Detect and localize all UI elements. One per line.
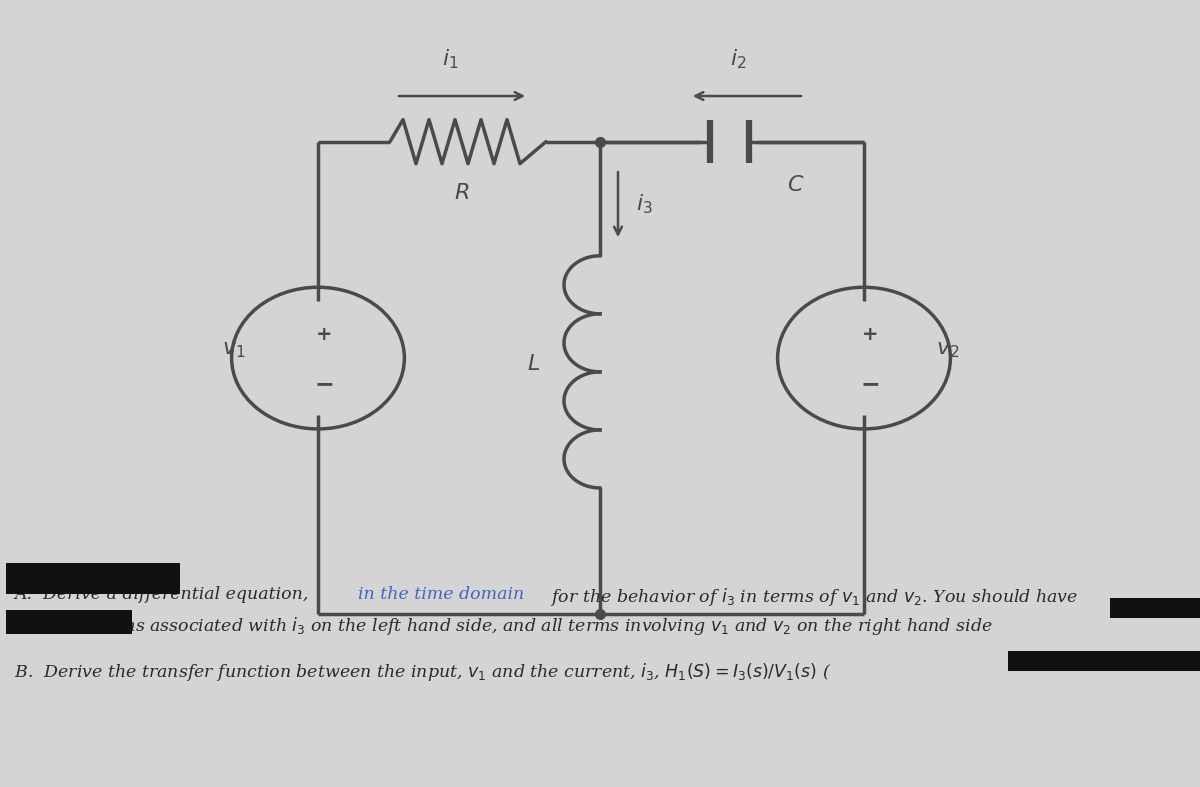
Text: $i_1$: $i_1$	[442, 47, 458, 71]
Text: $v_2$: $v_2$	[936, 340, 960, 360]
Text: for the behavior of $i_3$ in terms of $v_1$ and $v_2$. You should have: for the behavior of $i_3$ in terms of $v…	[546, 586, 1079, 608]
Text: in the time domain: in the time domain	[358, 586, 524, 604]
Text: +: +	[862, 325, 878, 344]
Text: −: −	[314, 372, 334, 396]
Text: A.  Derive a differential equation,: A. Derive a differential equation,	[14, 586, 314, 604]
Text: $R$: $R$	[455, 183, 469, 203]
Text: B.  Derive the transfer function between the input, $v_1$ and the current, $i_3$: B. Derive the transfer function between …	[14, 661, 832, 683]
Text: $v_1$: $v_1$	[222, 340, 246, 360]
Text: $C$: $C$	[787, 175, 804, 195]
Text: all terms associated with $i_3$ on the left hand side, and all terms involving $: all terms associated with $i_3$ on the l…	[66, 615, 992, 637]
Text: +: +	[316, 325, 332, 344]
Text: $i_2$: $i_2$	[730, 47, 746, 71]
Text: $L$: $L$	[528, 354, 540, 374]
Text: −: −	[860, 372, 880, 396]
Text: $i_3$: $i_3$	[636, 193, 653, 216]
